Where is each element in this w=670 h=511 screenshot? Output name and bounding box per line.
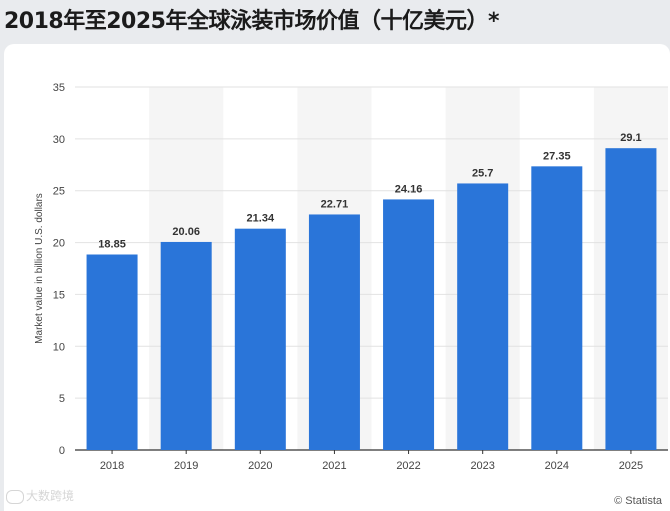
bar [531,166,583,450]
y-tick-label: 25 [53,186,65,198]
x-tick-label: 2019 [174,460,198,472]
page-title: 2018年至2025年全球泳装市场价值（十亿美元）* [4,9,499,34]
value-label: 29.1 [620,132,641,144]
watermark: 大数跨境 [6,487,74,504]
bar-chart: 0510152025303518.85201820.06201921.34202… [34,82,668,472]
chart-card: 0 5 10 15 20 25 30 35 18.85 2018 20.06 2019 21.34 202… [4,44,670,511]
y-tick-label: 30 [53,134,65,146]
y-tick-label: 20 [53,238,65,250]
value-label: 27.35 [543,150,571,162]
y-tick-label: 5 [59,393,65,405]
y-tick-label: 10 [53,341,65,353]
value-label: 18.85 [98,238,126,250]
value-label: 22.71 [321,198,349,210]
y-axis-title: Market value in billion U.S. dollars [34,193,45,344]
value-label: 24.16 [395,183,423,195]
bar [383,199,435,450]
x-tick-label: 2021 [322,460,346,472]
bar [160,241,212,450]
x-tick-label: 2025 [619,460,643,472]
x-tick-label: 2020 [248,460,272,472]
watermark-text: 大数跨境 [26,489,75,503]
watermark-icon [6,489,24,504]
value-label: 20.06 [172,226,200,238]
x-tick-label: 2018 [100,460,124,472]
x-tick-label: 2022 [396,460,420,472]
y-tick-label: 0 [59,445,65,457]
bar [234,228,286,450]
bar [457,183,509,450]
statista-credit[interactable]: © Statista [614,495,662,507]
value-label: 21.34 [247,213,275,225]
x-tick-label: 2023 [470,460,494,472]
bar [86,254,138,450]
y-tick-label: 15 [53,289,65,301]
bar [605,148,657,450]
x-tick-label: 2024 [545,460,569,472]
bar [308,214,360,450]
y-tick-label: 35 [53,82,65,94]
value-label: 25.7 [472,167,493,179]
